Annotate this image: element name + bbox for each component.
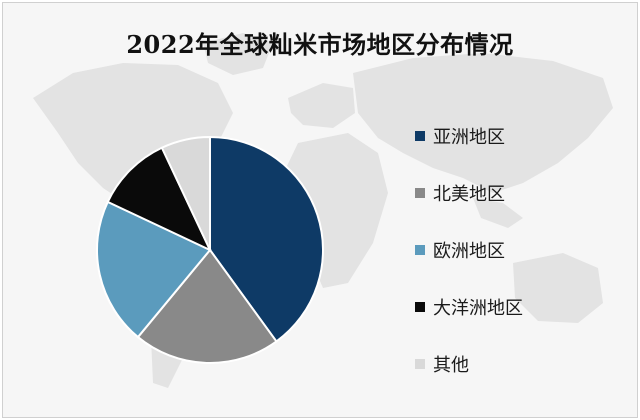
legend-swatch-1 [415, 131, 425, 141]
pie-slice-4 [106, 146, 213, 253]
pie-slice-3 [96, 200, 212, 339]
pie-slice-5 [160, 135, 211, 251]
legend-item-1: 亚洲地区 [415, 123, 505, 149]
legend-swatch-3 [415, 245, 425, 255]
legend-item-4: 大洋洲地区 [415, 294, 523, 320]
legend-label-5: 其他 [433, 355, 469, 376]
chart-legend: 亚洲地区北美地区欧洲地区大洋洲地区其他 [415, 123, 635, 376]
pie-slice-1 [209, 135, 324, 343]
pie-slice-2 [136, 248, 278, 364]
legend-label-2: 北美地区 [433, 184, 505, 205]
legend-swatch-2 [415, 188, 425, 198]
legend-item-3: 欧洲地区 [415, 237, 505, 263]
legend-label-1: 亚洲地区 [433, 127, 505, 148]
legend-label-3: 欧洲地区 [433, 241, 505, 262]
legend-label-4: 大洋洲地区 [433, 298, 523, 319]
legend-item-5: 其他 [415, 351, 469, 377]
legend-swatch-4 [415, 302, 425, 312]
chart-title: 2022年全球籼米市场地区分布情况 [126, 30, 514, 59]
legend-item-2: 北美地区 [415, 180, 505, 206]
pie-chart [96, 135, 324, 364]
legend-swatch-5 [415, 359, 425, 369]
